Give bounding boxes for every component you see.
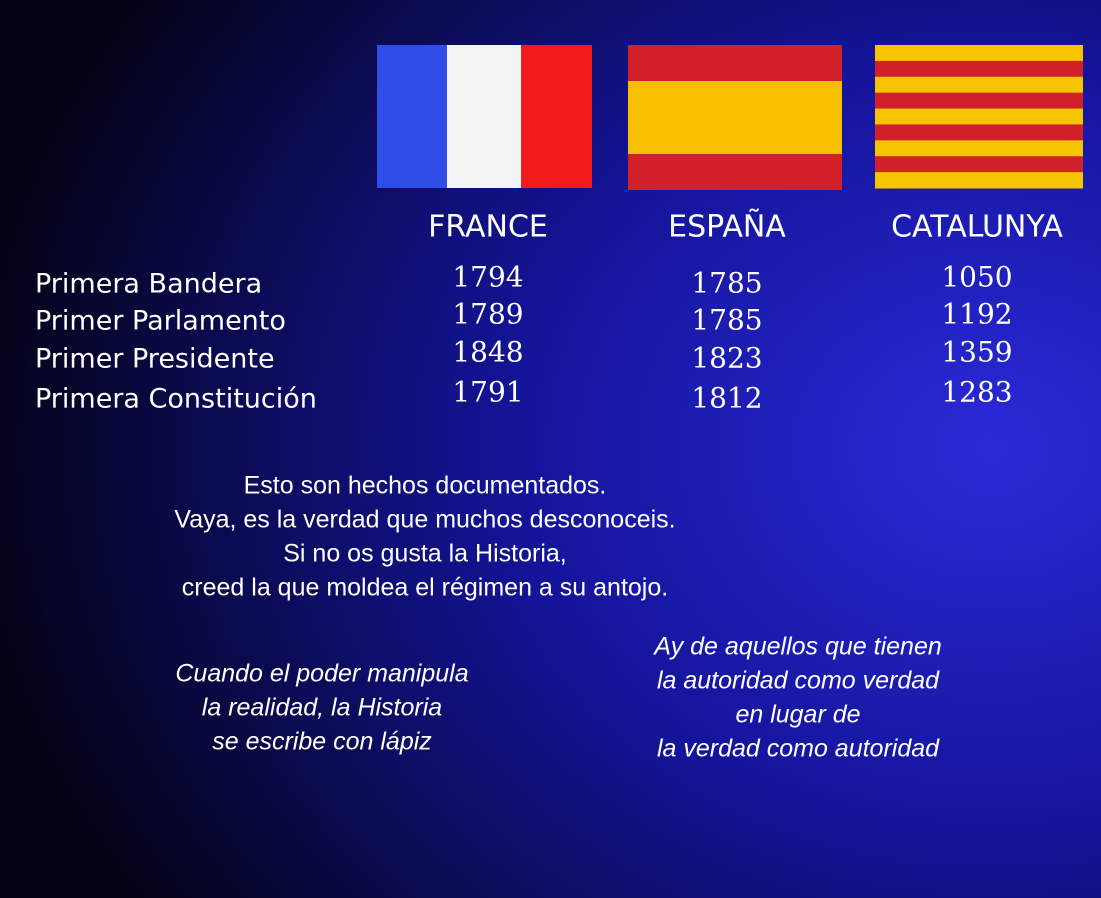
row-label: Primer Parlamento [35,306,286,337]
statement-line: Esto son hechos documentados. [244,472,607,500]
cell-value: 1359 [941,336,1012,369]
quote-line: en lugar de [735,701,860,729]
cell-value: 1848 [452,336,523,369]
cell-value: 1050 [941,261,1012,294]
quote-line: la verdad como autoridad [657,735,940,763]
statement-line: Si no os gusta la Historia, [283,540,566,568]
column-header: FRANCE [428,210,548,245]
flag-france [377,45,592,188]
cell-value: 1283 [941,376,1012,409]
quote-line: la autoridad como verdad [657,667,940,695]
quote-line: la realidad, la Historia [202,694,442,722]
cell-value: 1192 [941,298,1012,331]
cell-value: 1794 [452,261,523,294]
cell-value: 1785 [691,304,762,337]
cell-value: 1823 [691,342,762,375]
quote-line: Cuando el poder manipula [175,660,468,688]
column-header: CATALUNYA [891,210,1063,245]
flag-spain [628,45,842,190]
statement-line: creed la que moldea el régimen a su anto… [182,574,668,602]
row-label: Primera Bandera [35,269,262,300]
statement-line: Vaya, es la verdad que muchos desconocei… [174,506,675,534]
cell-value: 1791 [452,376,523,409]
cell-value: 1789 [452,298,523,331]
quote-line: Ay de aquellos que tienen [652,633,942,661]
cell-value: 1785 [691,267,762,300]
quote-line: se escribe con lápiz [212,728,432,756]
flag-catalonia [875,45,1083,189]
cell-value: 1812 [691,382,762,415]
row-label: Primer Presidente [35,344,275,375]
content: FRANCE ESPAÑA CATALUNYA Primera Bandera 1794… [35,209,1063,763]
column-header: ESPAÑA [668,209,786,245]
row-label: Primera Constitución [35,384,317,415]
